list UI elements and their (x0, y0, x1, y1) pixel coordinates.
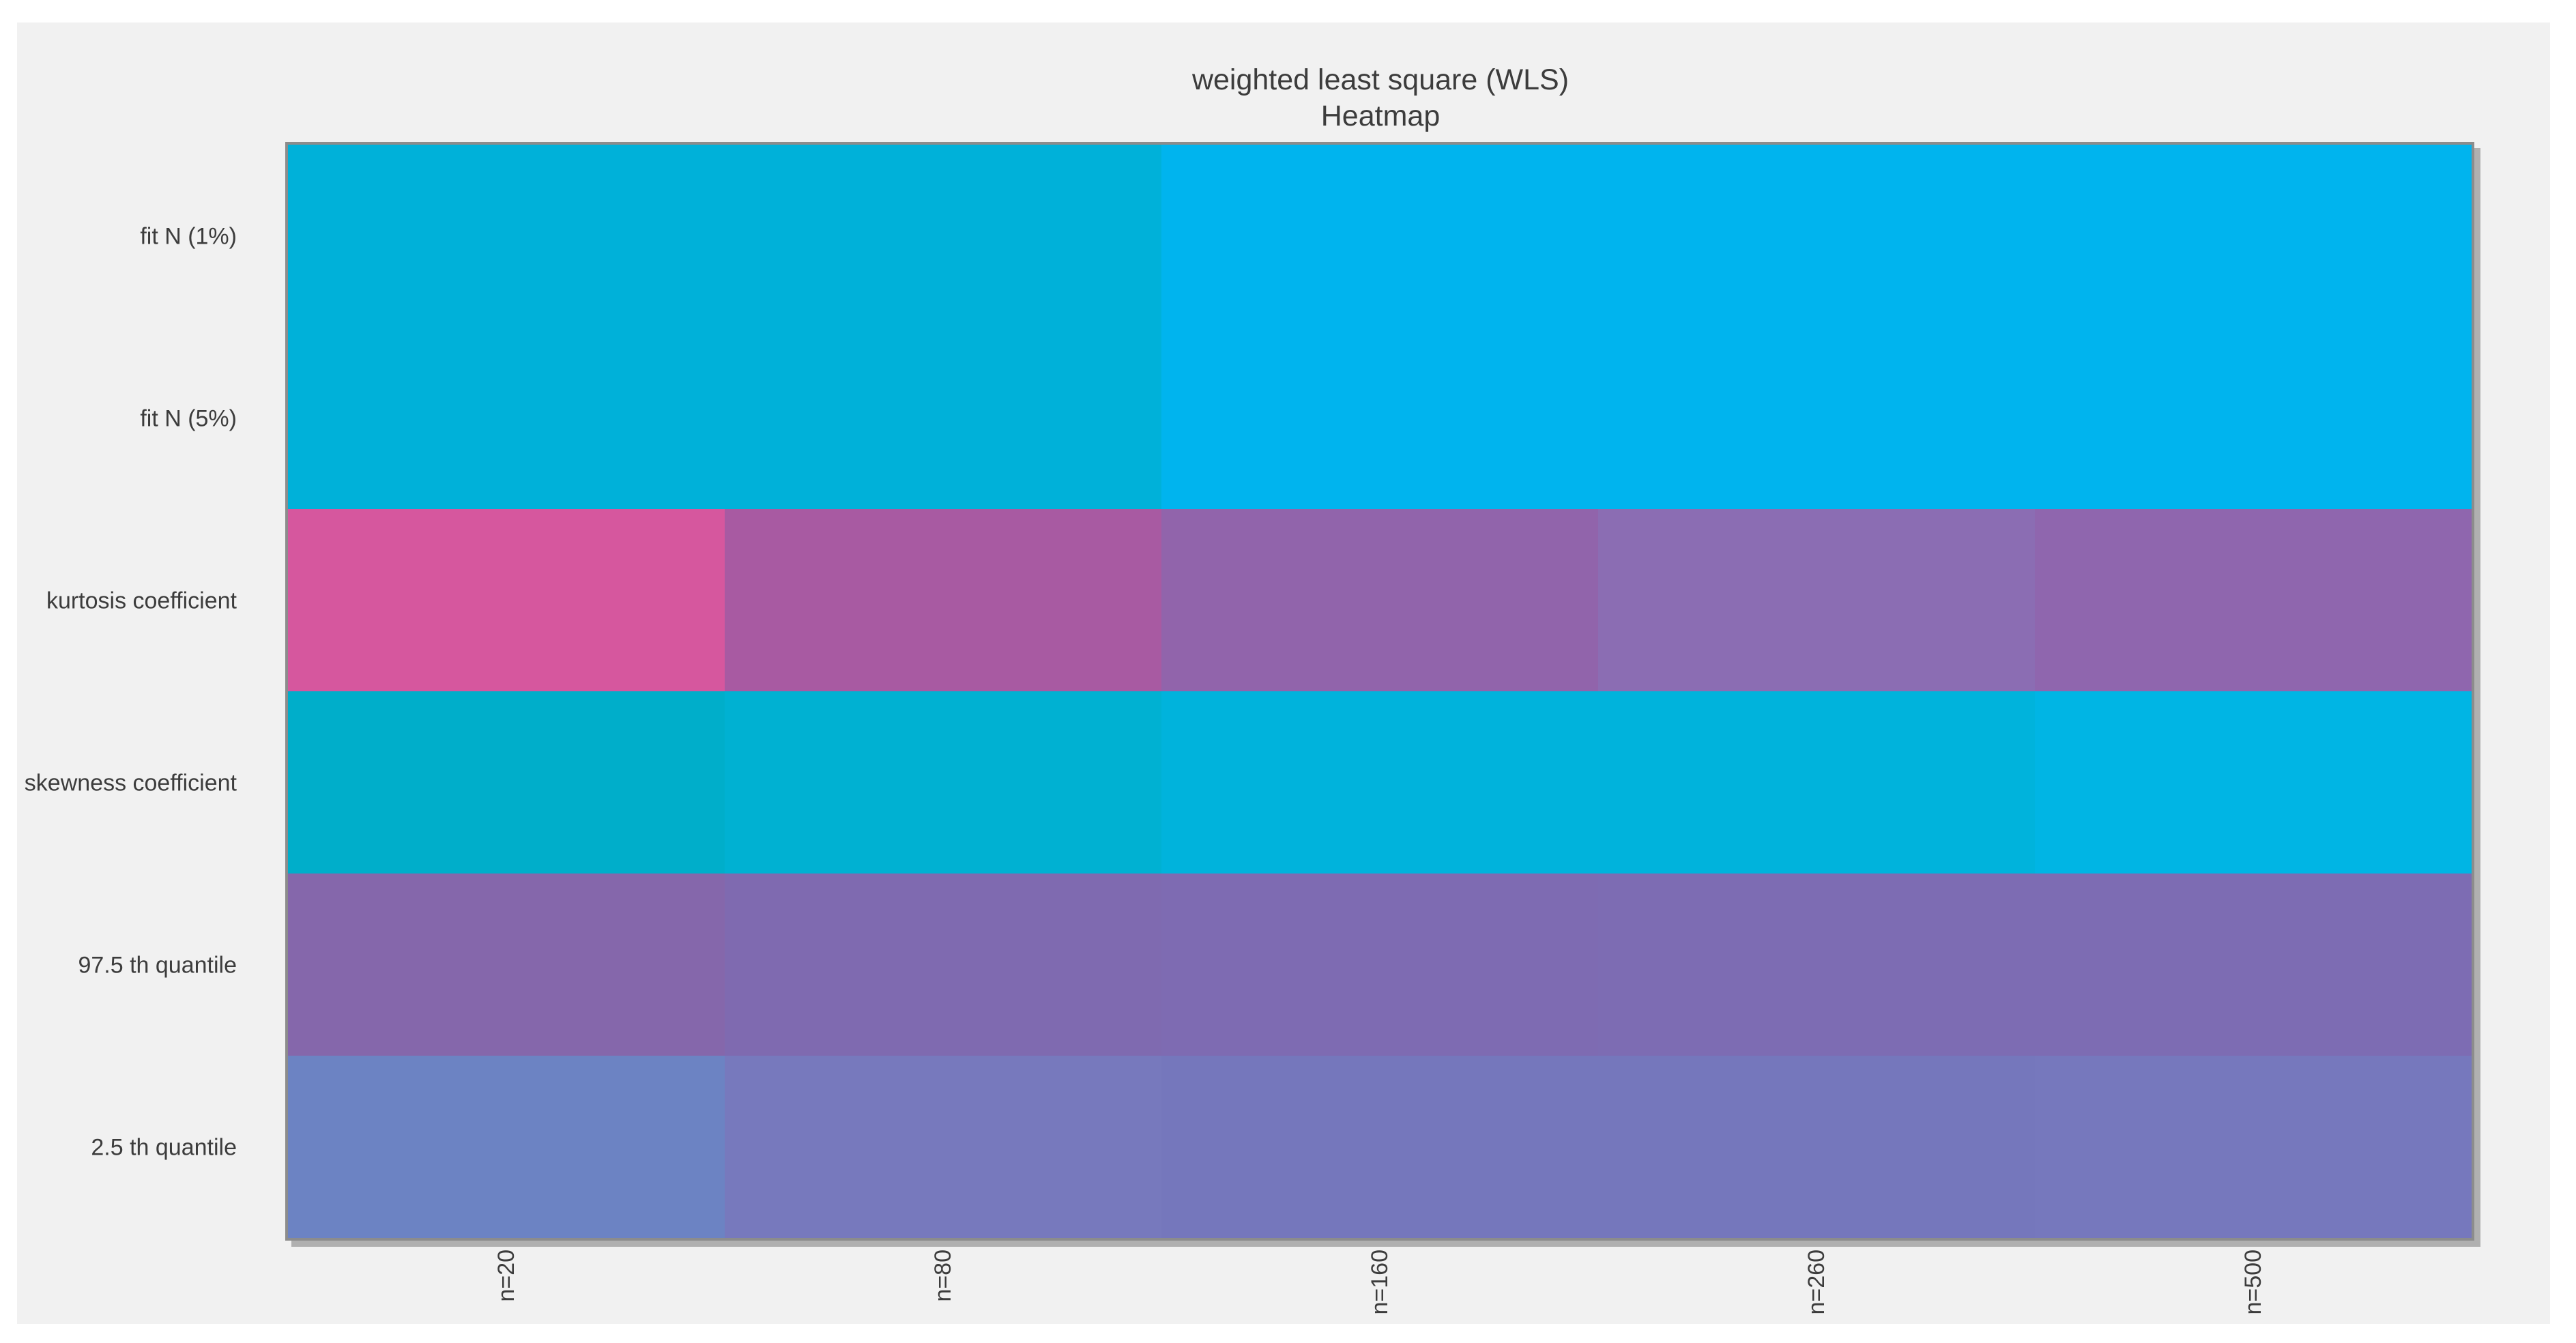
heatmap-cell (288, 1056, 725, 1238)
y-tick-label-skewness: skewness coefficient (24, 770, 237, 796)
heatmap-cell (2035, 691, 2472, 873)
heatmap-cell (288, 873, 725, 1056)
heatmap-cell (725, 327, 1161, 509)
heatmap-cell (1161, 145, 1598, 327)
chart-title: weighted least square (WLS) Heatmap (289, 62, 2472, 134)
heatmap-cell (1161, 873, 1598, 1056)
heatmap-cell (288, 691, 725, 873)
y-tick-label-fit-n-5pct: fit N (5%) (140, 405, 237, 432)
y-tick-label-kurtosis: kurtosis coefficient (46, 588, 237, 614)
heatmap-cell (725, 145, 1161, 327)
figure-background: weighted least square (WLS) Heatmap fit N… (17, 23, 2550, 1324)
heatmap-plot-area (285, 142, 2474, 1241)
heatmap-cell (1598, 509, 2035, 691)
x-tick-label-n260: n=260 (1804, 1250, 1829, 1315)
heatmap-cell (1161, 327, 1598, 509)
heatmap-cell (1598, 873, 2035, 1056)
heatmap-cell (2035, 327, 2472, 509)
chart-title-line2: Heatmap (1320, 100, 1441, 132)
heatmap-cell (288, 327, 725, 509)
heatmap-cell (725, 873, 1161, 1056)
heatmap-cell (1161, 1056, 1598, 1238)
heatmap-cell (1161, 509, 1598, 691)
heatmap-grid (288, 145, 2472, 1238)
chart-title-line1: weighted least square (WLS) (1191, 63, 1569, 96)
x-tick-label-n80: n=80 (930, 1250, 956, 1302)
heatmap-cell (1598, 1056, 2035, 1238)
heatmap-cell (1161, 691, 1598, 873)
x-tick-label-n20: n=20 (493, 1250, 519, 1302)
y-tick-label-fit-n-1pct: fit N (1%) (140, 223, 237, 250)
heatmap-cell (725, 691, 1161, 873)
heatmap-cell (288, 145, 725, 327)
x-tick-label-n500: n=500 (2240, 1250, 2266, 1315)
heatmap-cell (288, 509, 725, 691)
heatmap-cell (2035, 1056, 2472, 1238)
y-tick-label-2-5-quantile: 2.5 th quantile (91, 1134, 237, 1161)
heatmap-cell (1598, 327, 2035, 509)
heatmap-cell (2035, 509, 2472, 691)
heatmap-cell (2035, 873, 2472, 1056)
y-tick-label-97-5-quantile: 97.5 th quantile (78, 952, 237, 979)
heatmap-cell (2035, 145, 2472, 327)
x-tick-label-n160: n=160 (1367, 1250, 1393, 1315)
heatmap-cell (725, 1056, 1161, 1238)
heatmap-cell (1598, 691, 2035, 873)
heatmap-cell (1598, 145, 2035, 327)
heatmap-cell (725, 509, 1161, 691)
